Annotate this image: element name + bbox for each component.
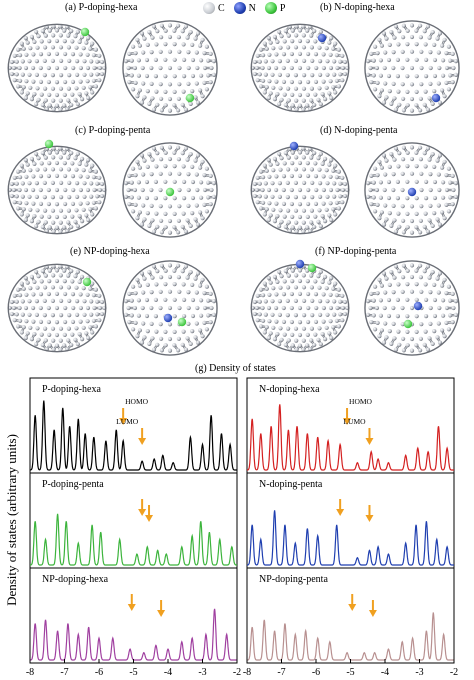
dos-series-name: N-doping-hexa bbox=[259, 384, 320, 395]
phosphorus-dopant bbox=[177, 317, 187, 327]
x-axis-label: Energy (eV) bbox=[101, 678, 165, 680]
nitrogen-dopant bbox=[317, 33, 327, 43]
dos-series-line bbox=[247, 612, 454, 661]
homo-label: HOMO bbox=[125, 397, 149, 406]
dos-panel: NP-doping-hexa bbox=[29, 567, 238, 664]
phosphorus-dopant bbox=[80, 27, 90, 37]
x-tick-label: -8 bbox=[26, 667, 34, 678]
lumo-arrow bbox=[368, 600, 377, 617]
dos-chart: P-doping-hexa HOMO LUMO N-doping-hexa HOMO LU… bbox=[4, 377, 458, 680]
homo-arrow bbox=[343, 408, 352, 425]
lumo-arrow bbox=[365, 505, 374, 522]
panel-label-a: (a) P-doping-hexa bbox=[65, 2, 138, 13]
dos-panel: P-doping-penta bbox=[29, 472, 238, 569]
lumo-label: LUMO bbox=[116, 417, 139, 426]
homo-arrow bbox=[348, 594, 357, 611]
legend-phosphorus: P bbox=[264, 2, 286, 14]
x-tick-label: -2 bbox=[450, 667, 458, 678]
dos-series-line bbox=[247, 510, 454, 566]
phosphorus-dopant bbox=[44, 139, 54, 149]
nitrogen-dopant bbox=[413, 301, 423, 311]
dos-series-line bbox=[247, 404, 454, 471]
x-tick-label: -4 bbox=[164, 667, 172, 678]
phosphorus-dopant bbox=[185, 93, 195, 103]
x-axis-label: Energy (eV) bbox=[318, 678, 382, 680]
lumo-arrow bbox=[138, 428, 147, 445]
dos-series-name: NP-doping-penta bbox=[259, 574, 328, 585]
dos-caption: (g) Density of states bbox=[195, 363, 276, 374]
nitrogen-dopant bbox=[431, 93, 441, 103]
dos-series-name: P-doping-hexa bbox=[42, 384, 101, 395]
fullerene-side-view bbox=[7, 263, 107, 353]
fullerene-top-view bbox=[364, 20, 460, 116]
dos-series-name: N-doping-penta bbox=[259, 479, 323, 490]
fullerene-top-view bbox=[364, 142, 460, 238]
x-tick-label: -3 bbox=[415, 667, 423, 678]
fullerene-top-view bbox=[122, 142, 218, 238]
lumo-label: LUMO bbox=[343, 417, 366, 426]
panel-label-d: (d) N-doping-penta bbox=[320, 125, 398, 136]
homo-arrow bbox=[336, 499, 345, 516]
panel-label-c: (c) P-doping-penta bbox=[75, 125, 151, 136]
dos-series-line bbox=[30, 608, 237, 661]
fullerene-side-view bbox=[7, 23, 107, 113]
x-tick-label: -3 bbox=[198, 667, 206, 678]
panel-label-e: (e) NP-doping-hexa bbox=[70, 246, 150, 257]
homo-arrow bbox=[119, 408, 128, 425]
panel-label-b: (b) N-doping-hexa bbox=[320, 2, 395, 13]
fullerene-side-view bbox=[7, 139, 107, 235]
atom-legend: C N P bbox=[203, 2, 291, 14]
dos-series-name: NP-doping-hexa bbox=[42, 574, 109, 585]
phosphorus-dopant bbox=[403, 319, 413, 329]
dos-panel: N-doping-hexa HOMO LUMO bbox=[246, 377, 455, 474]
x-tick-label: -5 bbox=[346, 667, 354, 678]
dos-series-name: P-doping-penta bbox=[42, 479, 104, 490]
legend-phosphorus-label: P bbox=[279, 2, 286, 14]
carbon-atom-icon bbox=[203, 2, 215, 14]
nitrogen-atom-icon bbox=[233, 2, 246, 14]
x-tick-label: -8 bbox=[243, 667, 251, 678]
lumo-arrow bbox=[145, 505, 154, 522]
x-tick-label: -2 bbox=[233, 667, 241, 678]
x-tick-label: -5 bbox=[129, 667, 137, 678]
x-tick-label: -7 bbox=[60, 667, 68, 678]
dos-series-line bbox=[30, 400, 237, 471]
phosphorus-atom-icon bbox=[264, 2, 277, 14]
phosphorus-dopant bbox=[165, 187, 175, 197]
fullerene-side-view bbox=[250, 23, 350, 113]
panel-label-f: (f) NP-doping-penta bbox=[315, 246, 397, 257]
fullerene-side-view bbox=[250, 141, 350, 235]
x-tick-label: -6 bbox=[312, 667, 320, 678]
homo-label: HOMO bbox=[349, 397, 373, 406]
homo-arrow bbox=[138, 499, 147, 516]
nitrogen-dopant bbox=[163, 313, 173, 323]
phosphorus-dopant bbox=[307, 263, 317, 273]
nitrogen-dopant bbox=[295, 259, 305, 269]
lumo-arrow bbox=[365, 428, 374, 445]
x-tick-label: -7 bbox=[277, 667, 285, 678]
fullerene-structures bbox=[7, 20, 460, 356]
legend-nitrogen-label: N bbox=[248, 2, 256, 14]
dos-panel: N-doping-penta bbox=[246, 472, 455, 569]
legend-carbon-label: C bbox=[218, 2, 225, 14]
fullerene-side-view bbox=[250, 259, 350, 353]
nitrogen-dopant bbox=[289, 141, 299, 151]
dos-series-line bbox=[30, 513, 237, 566]
fullerene-top-view bbox=[364, 260, 460, 356]
dos-panel: NP-doping-penta bbox=[246, 567, 455, 664]
fullerene-top-view bbox=[122, 260, 218, 356]
y-axis-label: Density of states (arbitrary units) bbox=[4, 434, 19, 606]
legend-nitrogen: N bbox=[233, 2, 256, 14]
fullerene-top-view bbox=[122, 20, 218, 116]
x-tick-label: -4 bbox=[381, 667, 389, 678]
dos-panel: P-doping-hexa HOMO LUMO bbox=[29, 377, 238, 474]
lumo-arrow bbox=[157, 600, 166, 617]
homo-arrow bbox=[127, 594, 136, 611]
legend-carbon: C bbox=[203, 2, 225, 14]
x-tick-label: -6 bbox=[95, 667, 103, 678]
nitrogen-dopant bbox=[407, 187, 417, 197]
phosphorus-dopant bbox=[82, 277, 92, 287]
